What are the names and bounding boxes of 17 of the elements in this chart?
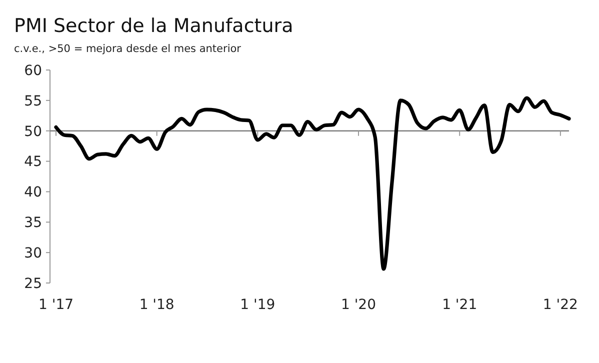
line-series — [54, 96, 571, 271]
x-tick-label: 1 '21 — [442, 297, 478, 313]
chart-subtitle: c.v.e., >50 = mejora desde el mes anterior — [14, 43, 242, 55]
y-tick-label: 30 — [24, 245, 42, 262]
chart-title: PMI Sector de la Manufactura — [14, 15, 294, 37]
y-tick-label: 60 — [24, 62, 42, 79]
y-tick-label: 40 — [24, 184, 42, 201]
x-tick-label: 1 '19 — [240, 297, 276, 313]
x-tick-label: 1 '18 — [139, 297, 174, 313]
y-tick-label: 25 — [24, 276, 42, 292]
y-tick-label: 35 — [24, 215, 42, 232]
x-tick-label: 1 '22 — [542, 297, 578, 313]
y-tick-label: 50 — [24, 124, 42, 140]
x-tick-label: 1 '20 — [340, 297, 376, 313]
y-tick-label: 55 — [24, 93, 42, 110]
x-tick-label: 1 '17 — [38, 297, 74, 313]
y-tick-label: 45 — [24, 154, 42, 170]
